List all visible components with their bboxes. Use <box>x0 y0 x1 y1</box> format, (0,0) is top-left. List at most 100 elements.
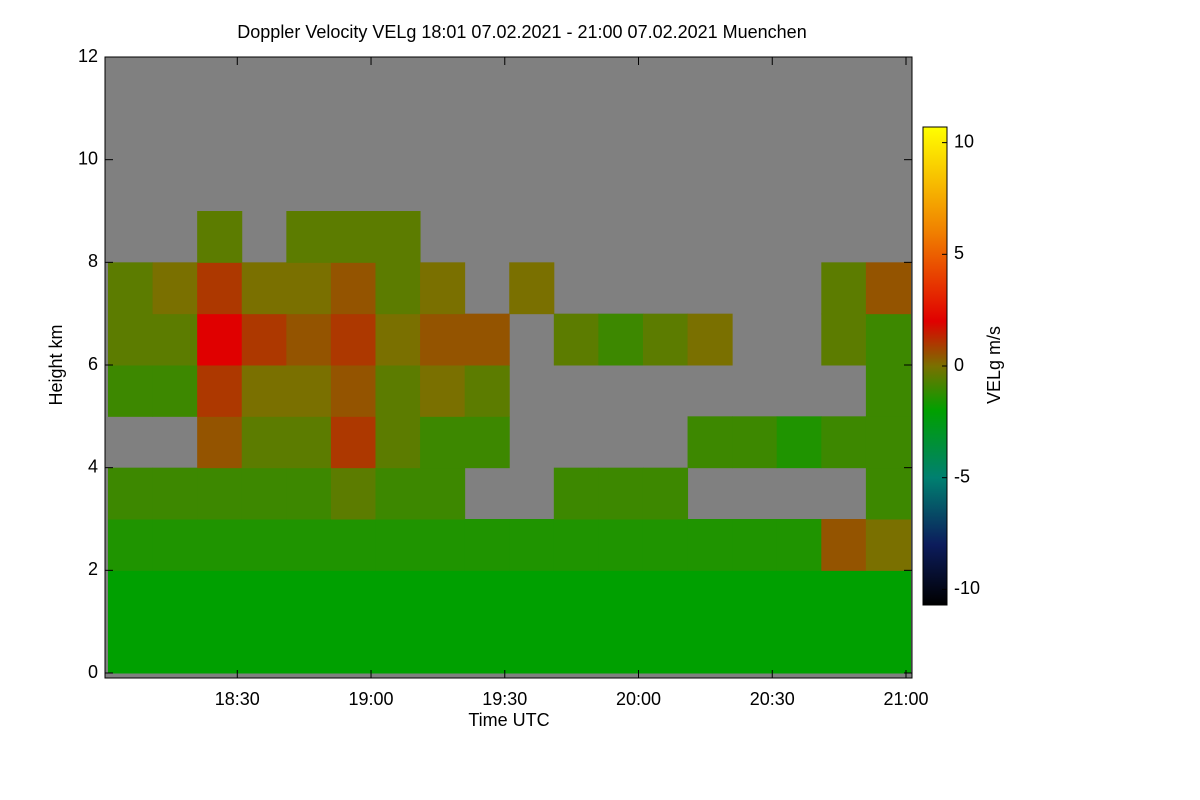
heatmap-cell <box>553 570 599 623</box>
y-tick-label: 4 <box>88 456 98 476</box>
heatmap-cell <box>420 570 466 623</box>
heatmap-cell <box>286 211 332 263</box>
heatmap-cell <box>776 416 822 469</box>
heatmap-cell <box>241 621 287 674</box>
y-tick-label: 0 <box>88 662 98 682</box>
heatmap-cell <box>464 416 510 469</box>
heatmap-cell <box>598 570 644 623</box>
heatmap-cell <box>197 365 243 417</box>
heatmap-cell <box>464 570 510 623</box>
heatmap-cell <box>108 467 154 520</box>
heatmap-cell <box>553 621 599 674</box>
heatmap-cell <box>286 570 332 623</box>
x-tick-label: 19:30 <box>482 689 527 709</box>
heatmap-cell <box>375 467 421 520</box>
heatmap-cell <box>642 313 689 366</box>
heatmap-cell <box>553 519 599 571</box>
heatmap-cell <box>197 621 243 674</box>
heatmap-cell <box>241 416 287 469</box>
heatmap-cell <box>375 365 421 417</box>
heatmap-cell <box>375 313 421 366</box>
x-tick-label: 20:00 <box>616 689 661 709</box>
heatmap-cell <box>375 519 421 571</box>
y-tick-label: 2 <box>88 559 98 579</box>
y-tick-label: 10 <box>78 148 98 168</box>
heatmap-cell <box>821 519 867 571</box>
plot-frame <box>104 56 913 679</box>
heatmap-cell <box>152 313 198 366</box>
heatmap-cell <box>732 519 778 571</box>
heatmap-cell <box>821 416 867 469</box>
colorbar-tick-label: -10 <box>954 578 980 598</box>
heatmap-cell <box>108 570 154 623</box>
heatmap-cell <box>865 313 911 366</box>
heatmap-cell <box>152 365 198 417</box>
heatmap-cell <box>375 211 421 263</box>
heatmap-cell <box>598 313 644 366</box>
heatmap-cell <box>732 416 778 469</box>
heatmap-cell <box>420 365 466 417</box>
colorbar-label: VELg m/s <box>984 326 1004 404</box>
heatmap-cell <box>464 621 510 674</box>
x-tick-label: 20:30 <box>750 689 795 709</box>
heatmap-cell <box>553 313 599 366</box>
heatmap-cell <box>152 262 198 315</box>
heatmap-cell <box>464 519 510 571</box>
heatmap-cell <box>375 416 421 469</box>
heatmap-cell <box>420 519 466 571</box>
colorbar-tick-label: 5 <box>954 243 964 263</box>
heatmap-cell <box>865 416 911 469</box>
heatmap-cell <box>821 262 867 315</box>
colorbar-tick-label: 10 <box>954 131 974 151</box>
heatmap-cell <box>330 467 376 520</box>
heatmap-cell <box>197 416 243 469</box>
heatmap-cell <box>197 570 243 623</box>
heatmap-cell <box>509 262 555 315</box>
heatmap-cell <box>197 519 243 571</box>
heatmap-cell <box>197 313 243 366</box>
heatmap-cell <box>553 467 599 520</box>
heatmap-cell <box>375 262 421 315</box>
heatmap-cell <box>509 621 555 674</box>
y-tick-label: 12 <box>78 46 98 66</box>
heatmap-cell <box>642 467 689 520</box>
heatmap-cell <box>642 519 689 571</box>
heatmap-cell <box>197 467 243 520</box>
heatmap-cell <box>330 416 376 469</box>
heatmap-cell <box>687 313 733 366</box>
heatmap-cell <box>732 570 778 623</box>
heatmap-cell <box>108 365 154 417</box>
y-axis-label: Height km <box>46 324 66 405</box>
chart-title: Doppler Velocity VELg 18:01 07.02.2021 -… <box>237 22 806 42</box>
heatmap-cell <box>598 621 644 674</box>
heatmap-cell <box>598 467 644 520</box>
heatmap-cell <box>152 621 198 674</box>
heatmap-cell <box>241 313 287 366</box>
heatmap-cell <box>642 621 689 674</box>
heatmap-cell <box>330 262 376 315</box>
heatmap-cell <box>286 519 332 571</box>
y-tick-label: 8 <box>88 251 98 271</box>
heatmap-cell <box>197 211 243 263</box>
heatmap-cell <box>330 211 376 263</box>
heatmap-cell <box>286 262 332 315</box>
heatmap-cell <box>464 313 510 366</box>
heatmap-cell <box>865 365 911 417</box>
heatmap-cell <box>420 416 466 469</box>
heatmap-cell <box>108 313 154 366</box>
heatmap-cell <box>375 621 421 674</box>
heatmap-cell <box>598 519 644 571</box>
x-axis-label: Time UTC <box>468 710 549 730</box>
heatmap-cell <box>865 262 911 315</box>
x-tick-label: 19:00 <box>349 689 394 709</box>
heatmap-cell <box>687 621 733 674</box>
heatmap-cell <box>152 570 198 623</box>
heatmap-cell <box>776 519 822 571</box>
heatmap-cell <box>108 621 154 674</box>
heatmap-cell <box>687 570 733 623</box>
heatmap-cell <box>464 365 510 417</box>
heatmap-cell <box>865 570 911 623</box>
heatmap-cell <box>330 365 376 417</box>
colorbar-tick-label: -5 <box>954 466 970 486</box>
